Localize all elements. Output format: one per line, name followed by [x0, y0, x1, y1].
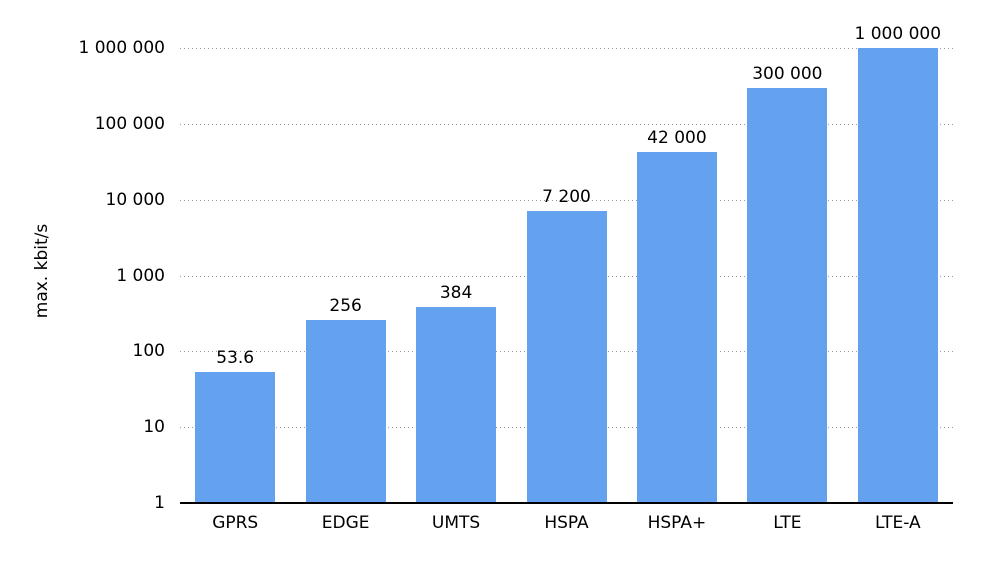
bar-umts	[416, 307, 497, 503]
bar-lte-a	[857, 48, 938, 503]
x-tick-label-lte: LTE	[773, 513, 802, 533]
y-tick-label: 1 000 000	[78, 38, 165, 58]
bar-value-label: 53.6	[216, 347, 255, 368]
x-tick-label-hspa: HSPA	[544, 513, 589, 533]
plot-area: 53.6 256 384 7 200 42 000 300 000 1 000 000	[180, 24, 953, 504]
bar-value-label: 384	[439, 283, 473, 304]
y-tick-label: 10 000	[105, 189, 165, 210]
y-tick-label: 100 000	[94, 113, 165, 134]
x-tick-label-hspa+: HSPA+	[647, 513, 707, 533]
bar-value-label: 300 000	[752, 63, 823, 84]
bar-gprs	[195, 371, 276, 503]
y-tick-label: 100	[132, 341, 165, 362]
gridline	[180, 199, 953, 201]
y-tick-label: 1 000	[116, 265, 165, 286]
bar-value-label: 7 200	[542, 186, 591, 207]
y-tick-label: 1	[154, 493, 165, 513]
bar-value-label: 42 000	[647, 128, 707, 149]
bar-hspa+	[636, 152, 717, 503]
y-axis-title: max. kbit/s	[32, 223, 52, 319]
gridline	[180, 48, 953, 49]
x-tick-label-gprs: GPRS	[212, 513, 259, 533]
bar-hspa	[526, 210, 607, 503]
y-tick-label: 10	[143, 417, 165, 438]
x-tick-label-umts: UMTS	[431, 513, 481, 533]
x-tick-label-lte-a: LTE-A	[874, 513, 921, 533]
bar-value-label: 256	[329, 296, 362, 317]
x-tick-label-edge: EDGE	[321, 513, 370, 533]
bar-edge	[305, 320, 386, 503]
bar-lte	[747, 87, 828, 503]
x-axis-line	[180, 502, 953, 504]
bar-value-label: 1 000 000	[854, 24, 942, 44]
gridline	[180, 123, 953, 125]
